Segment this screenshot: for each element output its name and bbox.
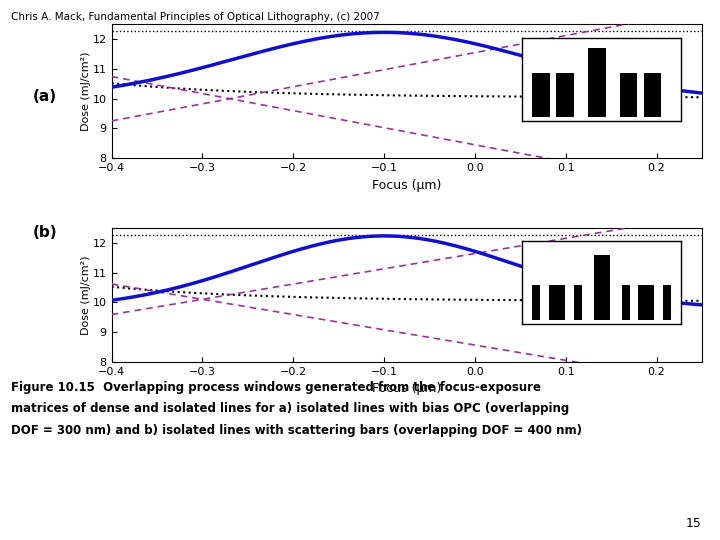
Text: DOF = 300 nm) and b) isolated lines with scattering bars (overlapping DOF = 400 : DOF = 300 nm) and b) isolated lines with…: [11, 424, 582, 437]
Text: Figure 10.15  Overlapping process windows generated from the focus-exposure: Figure 10.15 Overlapping process windows…: [11, 381, 541, 394]
Text: matrices of dense and isolated lines for a) isolated lines with bias OPC (overla: matrices of dense and isolated lines for…: [11, 402, 569, 415]
Text: (a): (a): [32, 89, 57, 104]
Text: Chris A. Mack, Fundamental Principles of Optical Lithography, (c) 2007: Chris A. Mack, Fundamental Principles of…: [11, 12, 379, 22]
Y-axis label: Dose (mJ/cm²): Dose (mJ/cm²): [81, 255, 91, 335]
Text: 15: 15: [686, 517, 702, 530]
Y-axis label: Dose (mJ/cm²): Dose (mJ/cm²): [81, 51, 91, 131]
X-axis label: Focus (μm): Focus (μm): [372, 179, 441, 192]
X-axis label: Focus (μm): Focus (μm): [372, 382, 441, 395]
Text: (b): (b): [32, 225, 57, 240]
